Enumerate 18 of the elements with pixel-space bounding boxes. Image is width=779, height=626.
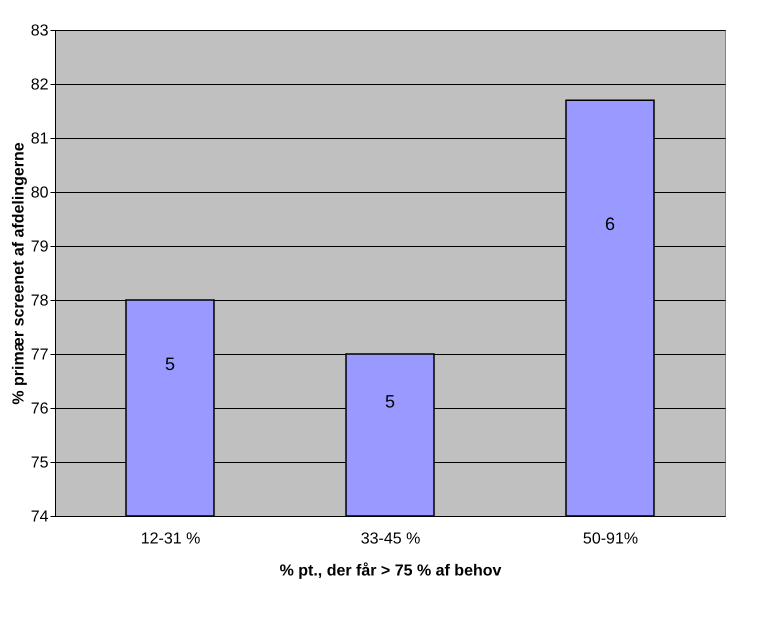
y-tick-label: 76 <box>30 400 49 418</box>
y-tick-label: 74 <box>30 508 49 526</box>
y-tick-label: 79 <box>30 238 49 256</box>
y-tick-label: 81 <box>30 130 49 148</box>
annotation: 6 <box>604 214 616 234</box>
y-tick-label: 75 <box>30 454 49 472</box>
x-tick-label: 12-31 % <box>140 530 200 548</box>
y-tick-label: 83 <box>30 22 49 40</box>
annotation: 5 <box>164 354 176 374</box>
y-tick-label: 80 <box>30 184 49 202</box>
x-axis-title: % pt., der får > 75 % af behov <box>280 562 502 580</box>
x-tick-label: 33-45 % <box>360 530 420 548</box>
y-axis-title: % primær screenet af afdelingerne <box>10 142 28 405</box>
y-tick-label: 78 <box>30 292 49 310</box>
x-tick-label: 50-91% <box>582 530 638 548</box>
annotation: 5 <box>384 392 396 412</box>
y-tick-label: 82 <box>30 76 49 94</box>
y-tick-label: 77 <box>30 346 49 364</box>
